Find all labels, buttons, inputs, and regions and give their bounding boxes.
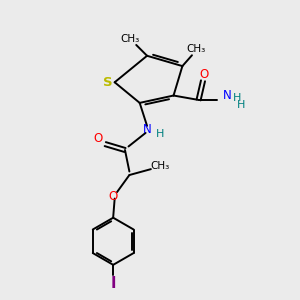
Text: H: H: [237, 100, 245, 110]
Text: H: H: [233, 94, 242, 103]
Text: CH₃: CH₃: [121, 34, 140, 44]
Text: O: O: [94, 132, 103, 145]
Text: CH₃: CH₃: [187, 44, 206, 54]
Text: N: N: [223, 89, 232, 102]
Text: S: S: [103, 76, 113, 89]
Text: I: I: [110, 276, 116, 291]
Text: H: H: [155, 129, 164, 139]
Text: CH₃: CH₃: [150, 161, 169, 171]
Text: N: N: [143, 123, 152, 136]
Text: O: O: [200, 68, 209, 81]
Text: O: O: [109, 190, 118, 203]
